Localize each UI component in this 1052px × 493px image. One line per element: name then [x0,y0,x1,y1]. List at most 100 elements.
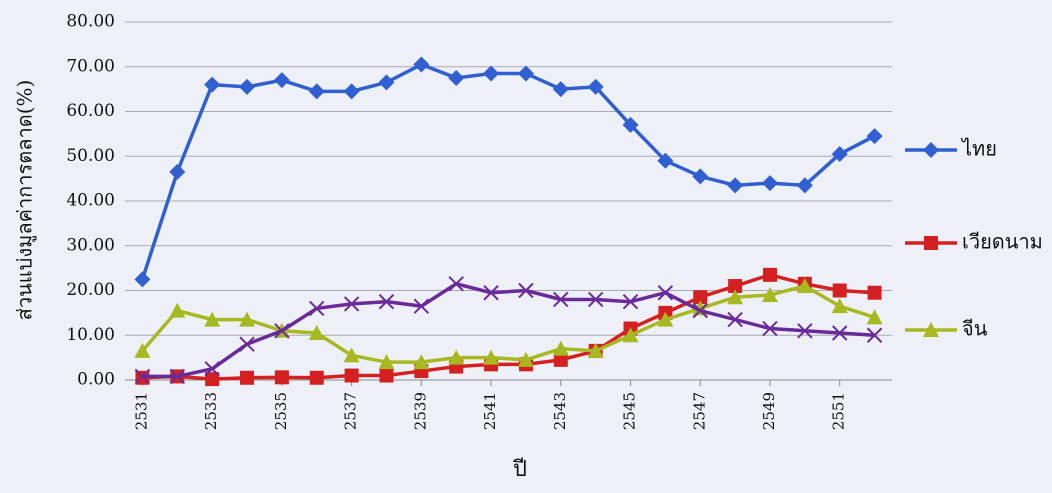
marker [378,354,395,370]
marker [657,285,674,301]
x-tick-label: 2551 [830,392,848,430]
marker [518,282,534,299]
marker [796,177,813,194]
marker [239,78,256,95]
marker [727,177,744,194]
marker [343,296,360,312]
marker [448,349,465,365]
marker [274,370,289,385]
y-tick-label: 10.00 [66,325,115,345]
marker [727,311,743,328]
marker [831,325,848,341]
marker [924,236,938,250]
series-line [142,281,875,379]
x-tick-label: 2539 [411,392,429,430]
marker [587,78,604,95]
marker [483,285,499,301]
marker [761,286,778,302]
marker [239,336,255,352]
marker [483,65,500,82]
y-tick-label: 0.00 [77,370,115,390]
marker [344,368,359,383]
marker [413,298,430,314]
x-tick-label: 2535 [272,392,290,430]
marker [308,83,325,100]
marker [762,320,778,337]
marker [622,293,639,310]
marker [693,290,708,305]
marker [923,142,939,158]
marker [343,347,360,363]
marker [692,302,708,319]
x-tick-label: 2537 [342,392,360,430]
marker [552,340,569,356]
legend-label: เวียดนาม [962,230,1043,254]
marker [343,83,360,100]
marker [239,311,256,327]
marker [832,283,847,298]
x-tick-label: 2533 [202,392,220,430]
marker [728,279,743,294]
marker [761,175,778,192]
marker [657,311,674,327]
marker [169,368,186,385]
y-tick-label: 40.00 [66,191,115,211]
marker [205,372,220,387]
marker [134,342,151,358]
series-line [142,273,875,381]
marker [866,128,883,145]
marker [866,327,883,343]
marker [134,271,151,288]
y-tick-label: 30.00 [66,235,115,255]
marker [413,56,430,73]
y-tick-label: 70.00 [66,56,115,76]
legend-label: จีน [962,317,988,341]
marker [552,81,569,98]
legend-label: ไทย [960,137,997,161]
marker [657,152,674,169]
marker [866,309,883,325]
marker [622,327,639,343]
marker [867,285,882,300]
marker [274,323,290,339]
x-tick-label: 2549 [760,392,778,430]
marker [797,323,813,339]
y-tick-label: 80.00 [66,12,115,32]
marker [727,289,744,305]
marker [517,351,534,367]
marker [587,291,604,308]
x-tick-label: 2545 [621,392,639,430]
marker [308,325,325,341]
marker [448,276,464,292]
marker [134,368,151,385]
marker [692,168,709,185]
marker [378,293,395,310]
marker [517,65,534,82]
marker [483,349,500,365]
marker [273,72,290,89]
y-axis-label: ส่วนแบ่งมูลค่าการตลาด(%) [13,80,38,321]
marker [553,291,569,308]
marker [831,298,848,314]
marker [553,352,568,367]
series-line [140,62,876,280]
marker [240,370,255,385]
marker [379,368,394,383]
x-tick-label: 2543 [551,392,569,430]
marker [204,76,221,93]
x-tick-label: 2541 [481,392,499,430]
x-tick-label: 2547 [690,392,708,430]
y-tick-label: 20.00 [66,280,115,300]
marker [796,278,813,294]
y-tick-label: 60.00 [66,101,115,121]
marker [413,354,430,370]
marker [622,116,639,133]
x-tick-label: 2531 [132,392,150,430]
marker [204,311,221,327]
y-tick-label: 50.00 [66,146,115,166]
x-axis-label: ปี [512,457,527,482]
marker [762,267,777,282]
marker [204,361,220,377]
marker [587,342,604,358]
marker [169,163,186,180]
